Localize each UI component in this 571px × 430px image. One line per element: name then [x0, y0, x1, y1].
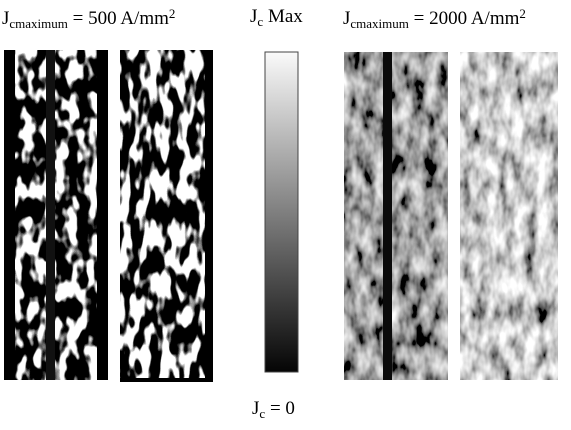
symbol: J [250, 6, 258, 27]
subscript: c [257, 14, 264, 29]
image-texture [344, 52, 448, 380]
label-text: = 500 A/mm [72, 8, 169, 29]
left-label: Jcmaximum = 500 A/mm2 [2, 6, 175, 32]
label-text: = 0 [269, 398, 295, 419]
symbol: J [343, 8, 351, 29]
label-text: Max [267, 6, 303, 27]
subscript: cmaximum [9, 16, 68, 31]
colorbar-bottom-label: Jc = 0 [252, 398, 295, 422]
right-label: Jcmaximum = 2000 A/mm2 [343, 6, 526, 32]
image-border [205, 50, 213, 382]
superscript: 2 [168, 6, 176, 21]
symbol: J [252, 398, 260, 419]
image-border [383, 52, 392, 380]
image-border [46, 50, 55, 380]
colorbar-top-label: Jc Max [250, 6, 303, 30]
image-texture [460, 52, 558, 380]
image-texture [14, 50, 98, 380]
colorbar [264, 51, 299, 373]
symbol: J [2, 8, 10, 29]
image-border [4, 50, 15, 380]
superscript: 2 [519, 6, 526, 21]
image-texture [120, 50, 206, 380]
subscript: cmaximum [350, 16, 409, 31]
image-border [97, 50, 108, 380]
subscript: c [259, 406, 266, 421]
label-text: = 2000 A/mm [413, 8, 520, 29]
image-border [120, 378, 213, 382]
